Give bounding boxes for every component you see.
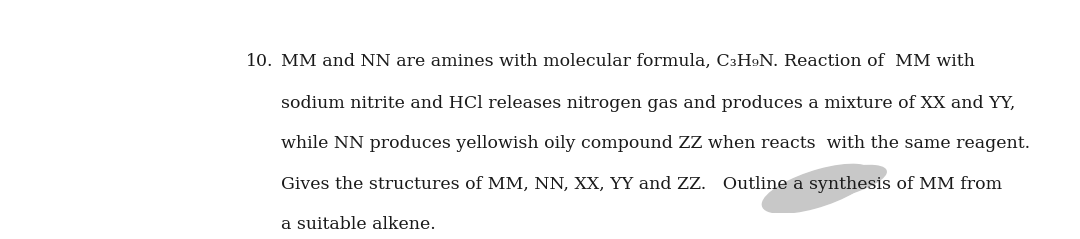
Text: MM and NN are amines with molecular formula, C₃H₉N. Reaction of  MM with: MM and NN are amines with molecular form… <box>282 53 975 70</box>
Ellipse shape <box>789 165 887 201</box>
Text: 10.: 10. <box>246 53 274 70</box>
Text: sodium nitrite and HCl releases nitrogen gas and produces a mixture of XX and YY: sodium nitrite and HCl releases nitrogen… <box>282 95 1016 112</box>
Text: while NN produces yellowish oily compound ZZ when reacts  with the same reagent.: while NN produces yellowish oily compoun… <box>282 136 1030 152</box>
Ellipse shape <box>762 164 872 213</box>
Text: Gives the structures of MM, NN, XX, YY and ZZ.   Outline a synthesis of MM from: Gives the structures of MM, NN, XX, YY a… <box>282 176 1002 193</box>
Text: a suitable alkene.: a suitable alkene. <box>282 216 436 234</box>
